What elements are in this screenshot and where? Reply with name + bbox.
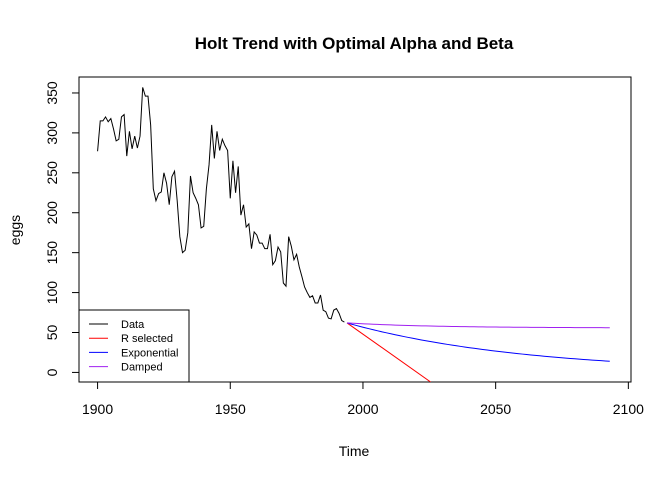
x-axis: 1900 1950 2000 2050 2100 bbox=[82, 381, 644, 417]
legend-label: Data bbox=[121, 319, 145, 331]
x-axis-label: Time bbox=[339, 443, 370, 459]
y-tick-label: 250 bbox=[44, 161, 60, 185]
series-line-data bbox=[97, 87, 345, 323]
x-tick-label: 1950 bbox=[215, 401, 246, 417]
series-line-damped bbox=[347, 322, 610, 329]
y-tick-label: 150 bbox=[44, 241, 60, 265]
x-tick-label: 2000 bbox=[347, 401, 378, 417]
y-tick-label: 50 bbox=[44, 325, 60, 341]
legend-label: R selected bbox=[121, 333, 173, 345]
x-tick-label: 2050 bbox=[480, 401, 511, 417]
x-tick-label: 1900 bbox=[82, 401, 113, 417]
legend-box bbox=[78, 309, 190, 383]
x-tick-label: 2100 bbox=[613, 401, 644, 417]
y-tick-label: 350 bbox=[44, 81, 60, 105]
legend-label: Damped bbox=[121, 362, 163, 374]
series-line-exponential bbox=[346, 322, 610, 362]
legend-label: Exponential bbox=[121, 347, 179, 359]
y-axis-label: eggs bbox=[7, 215, 23, 245]
y-tick-label: 100 bbox=[44, 281, 60, 305]
y-tick-label: 0 bbox=[44, 368, 60, 376]
legend: Data R selected Exponential Damped bbox=[78, 309, 190, 383]
y-tick-label: 300 bbox=[44, 121, 60, 145]
chart-title: Holt Trend with Optimal Alpha and Beta bbox=[195, 34, 514, 53]
series-layer bbox=[97, 87, 610, 382]
y-tick-label: 200 bbox=[44, 201, 60, 225]
y-axis: 0 50 100 150 200 250 300 350 bbox=[44, 81, 80, 376]
series-line-r-selected bbox=[346, 322, 431, 382]
